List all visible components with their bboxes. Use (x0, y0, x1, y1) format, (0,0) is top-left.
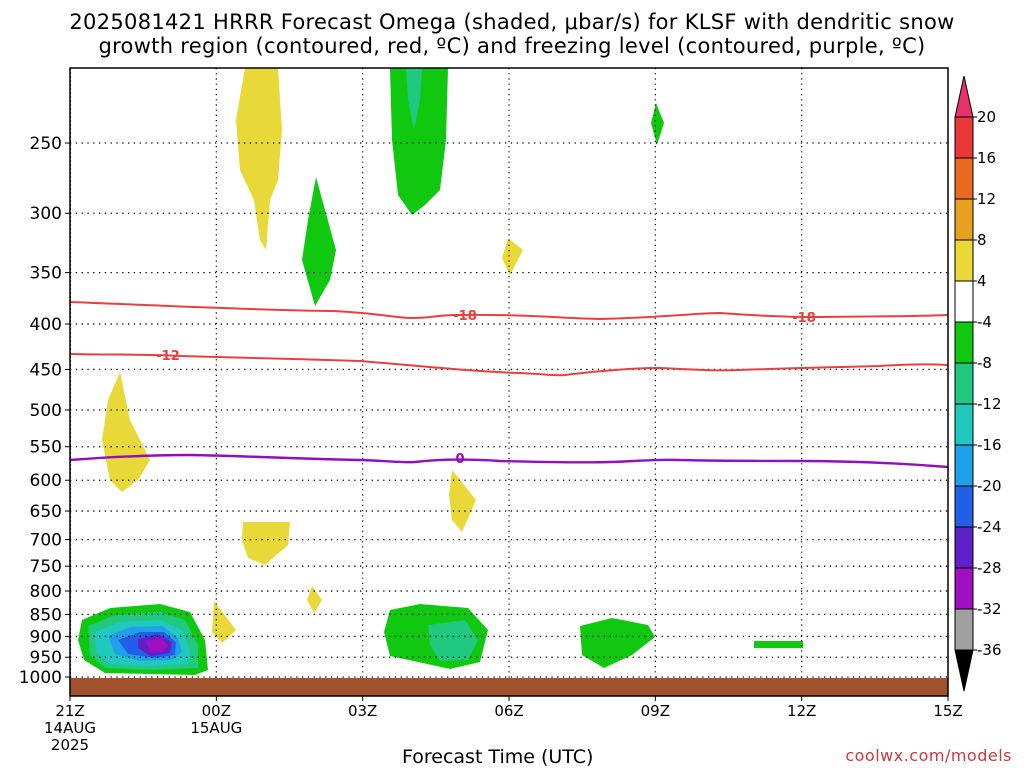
omega-region-positive (307, 586, 322, 613)
contour-label: 0 (455, 452, 464, 467)
omega-region-positive (242, 522, 290, 565)
contour-line-minus-18 (70, 301, 948, 321)
colorbar-label: -8 (977, 354, 992, 372)
colorbar-segment (954, 198, 974, 241)
y-tick-label: 900 (30, 627, 62, 647)
colorbar-label: -20 (977, 477, 1002, 495)
y-tick-label: 300 (30, 204, 62, 224)
contour-label: -18 (792, 311, 816, 326)
colorbar-segment (954, 157, 974, 200)
colorbar-segment (954, 321, 974, 364)
contour-label: -12 (156, 349, 180, 364)
omega-shading (78, 68, 803, 675)
colorbar: 20 16 12 8 4 -4 -8 -12 -16 -20 -24 -28 -32 -36 (954, 75, 1002, 692)
chart-title-line-2: growth region (contoured, red, ºC) and f… (98, 34, 926, 58)
contour-label: -18 (453, 309, 477, 324)
colorbar-label: 20 (977, 108, 996, 126)
omega-region-positive (502, 238, 523, 275)
omega-region-positive (102, 372, 150, 492)
y-tick-label: 250 (30, 134, 62, 154)
omega-region-negative (390, 68, 448, 215)
x-tick-label: 15Z (933, 702, 963, 720)
contours: -18 -18 -12 0 (70, 301, 948, 469)
colorbar-segment (954, 116, 974, 159)
colorbar-label: 8 (977, 231, 987, 249)
colorbar-segment (954, 608, 974, 651)
y-tick-label: 1000 (19, 668, 62, 688)
y-tick-label: 850 (30, 605, 62, 625)
colorbar-label: -28 (977, 559, 1002, 577)
omega-region-negative (302, 177, 336, 306)
contour-line-minus-12 (70, 353, 948, 377)
grid-lines (70, 68, 948, 696)
omega-region-negative (146, 638, 168, 652)
colorbar-segment (954, 403, 974, 446)
y-axis: 2503003504004505005506006507007508008509… (19, 134, 70, 688)
chart-title-line-1: 2025081421 HRRR Forecast Omega (shaded, … (69, 10, 955, 34)
colorbar-segment (954, 649, 974, 692)
colorbar-segment (954, 444, 974, 487)
colorbar-label: -32 (977, 600, 1002, 618)
y-tick-label: 600 (30, 471, 62, 491)
freezing-level-contour-0 (70, 453, 948, 469)
omega-region-negative (428, 620, 478, 661)
x-tick-sublabel: 15AUG (190, 719, 243, 737)
omega-region-positive (236, 68, 282, 250)
omega-region-negative (580, 618, 655, 668)
y-tick-label: 950 (30, 648, 62, 668)
omega-region-negative (651, 103, 664, 145)
colorbar-label: 12 (977, 190, 996, 208)
x-tick-label: 09Z (640, 702, 671, 720)
x-axis (69, 696, 949, 701)
y-tick-label: 800 (30, 582, 62, 602)
y-tick-label: 750 (30, 557, 62, 577)
colorbar-segment (954, 75, 974, 118)
colorbar-segment (954, 526, 974, 569)
x-tick-label: 06Z (494, 702, 524, 720)
colorbar-segment (954, 567, 974, 610)
x-tick-label: 12Z (786, 702, 817, 720)
omega-region-negative (406, 68, 422, 130)
colorbar-segment (954, 362, 974, 405)
x-tick-label: 21Z (55, 702, 85, 720)
colorbar-label: -16 (977, 436, 1002, 454)
colorbar-segment (954, 485, 974, 528)
omega-region-positive (449, 470, 476, 532)
x-tick-sublabel: 14AUG (44, 719, 96, 737)
omega-region-positive (212, 601, 236, 643)
colorbar-label: -4 (977, 313, 992, 331)
colorbar-label: -12 (977, 395, 1002, 413)
x-tick-label: 00Z (201, 702, 232, 720)
colorbar-label: 4 (977, 272, 987, 290)
colorbar-segment (954, 280, 974, 323)
y-tick-label: 400 (30, 315, 62, 335)
x-tick-sublabel: 2025 (50, 736, 90, 754)
omega-region-negative (754, 641, 803, 648)
credit-text: coolwx.com/models (845, 746, 1012, 765)
x-tick-label: 03Z (347, 702, 378, 720)
y-tick-label: 450 (30, 360, 62, 380)
colorbar-label: -36 (977, 641, 1002, 659)
colorbar-label: 16 (977, 149, 996, 167)
y-tick-label: 500 (30, 401, 62, 421)
y-tick-label: 350 (30, 264, 62, 284)
ground-terrain (70, 678, 948, 696)
x-axis-title: Forecast Time (UTC) (402, 746, 594, 768)
y-tick-label: 650 (30, 502, 62, 522)
y-tick-label: 550 (30, 438, 62, 458)
colorbar-label: -24 (977, 518, 1002, 536)
colorbar-segment (954, 239, 974, 282)
y-tick-label: 700 (30, 531, 62, 551)
